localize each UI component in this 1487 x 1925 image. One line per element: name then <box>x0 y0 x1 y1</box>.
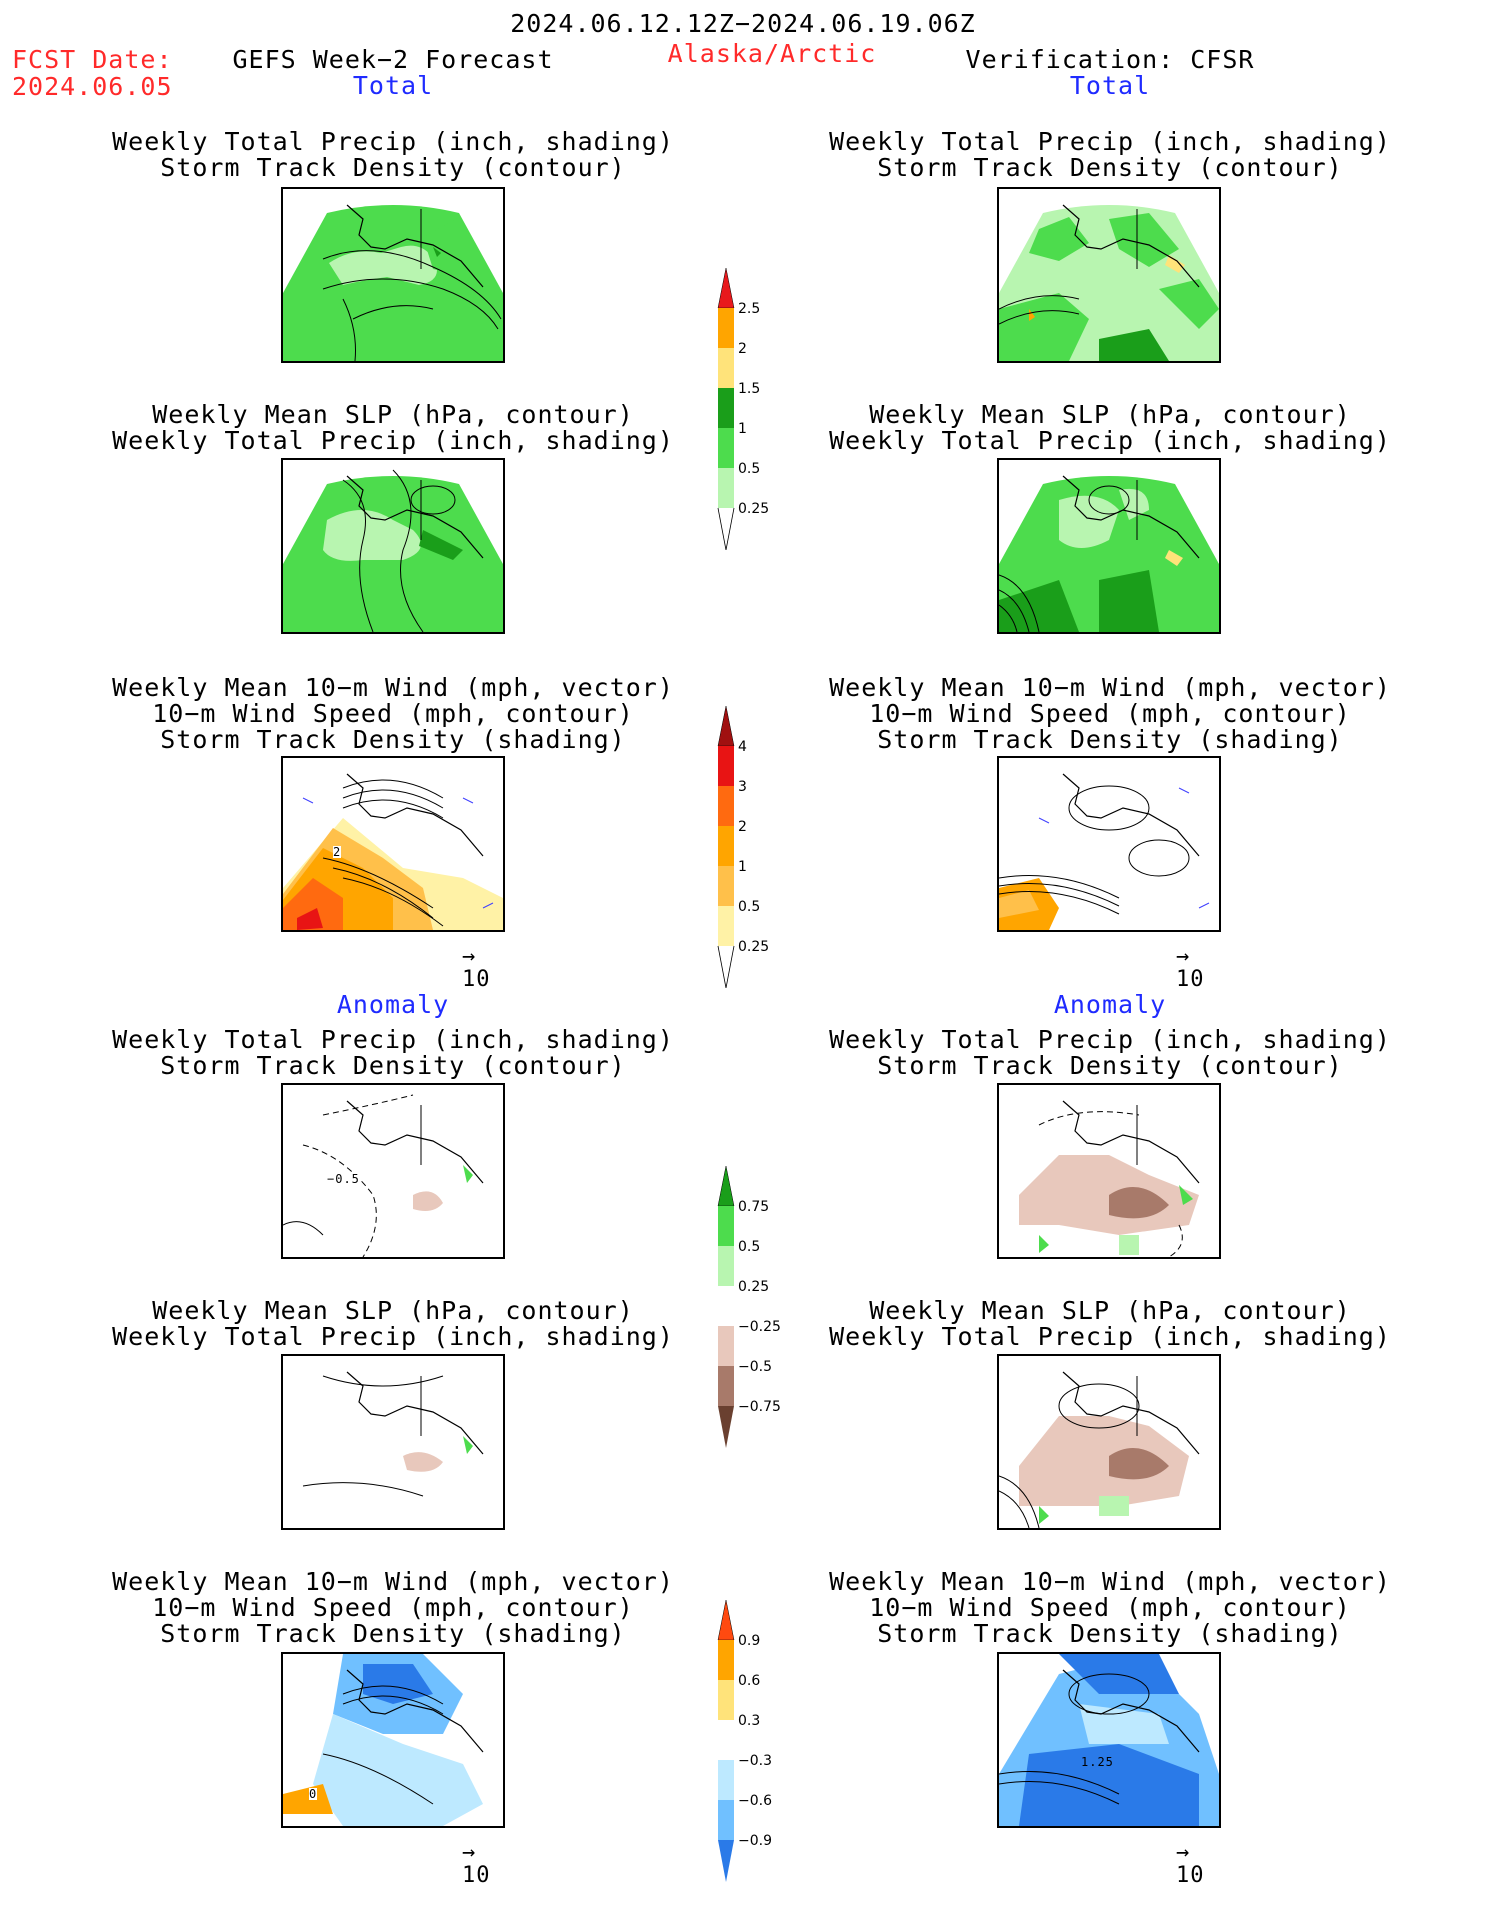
colorbar-precip-total: 2.5 2 1.5 1 0.5 0.25 <box>716 268 786 550</box>
vector-scale-label: 10 <box>462 967 491 992</box>
section-total-right: Total <box>1069 71 1151 100</box>
right-column-title: Verification: CFSR <box>965 45 1255 74</box>
panel-title-line: Weekly Total Precip (inch, shading) <box>112 1322 674 1351</box>
colorbar-label: 3 <box>738 779 747 795</box>
colorbar-label: 0.6 <box>738 1673 761 1689</box>
map-fcst-anom-wind-storm <box>281 1652 505 1828</box>
colorbar-label: −0.6 <box>738 1793 772 1809</box>
date-range-title: 2024.06.12.12Z−2024.06.19.06Z <box>510 9 976 38</box>
colorbar-label: −0.25 <box>738 1319 781 1335</box>
vector-scale-label: 10 <box>462 1863 491 1888</box>
panel-title-line: Weekly Total Precip (inch, shading) <box>829 1025 1391 1054</box>
panel-title-line: Weekly Total Precip (inch, shading) <box>829 1322 1391 1351</box>
colorbar-label: −0.5 <box>738 1359 772 1375</box>
panel-title-line: Weekly Total Precip (inch, shading) <box>829 426 1391 455</box>
colorbar-label: 0.5 <box>738 461 761 477</box>
panel-title-line: Storm Track Density (contour) <box>160 1051 626 1080</box>
map-fcst-total-precip-storm <box>281 187 505 363</box>
colorbar-label: −0.75 <box>738 1399 781 1415</box>
panel-title-line: Storm Track Density (shading) <box>160 1619 626 1648</box>
colorbar-label: 2 <box>738 341 747 357</box>
colorbar-storm-anom: 0.9 0.6 0.3 −0.3 −0.6 −0.9 <box>716 1600 796 1882</box>
colorbar-label: 2.5 <box>738 301 761 317</box>
left-column-title: GEFS Week−2 Forecast <box>232 45 554 74</box>
section-anomaly-right: Anomaly <box>1053 990 1167 1019</box>
map-verif-anom-precip-storm <box>997 1083 1221 1259</box>
section-anomaly-left: Anomaly <box>336 990 450 1019</box>
colorbar-precip-anom: 0.75 0.5 0.25 −0.25 −0.5 −0.75 <box>716 1166 796 1448</box>
panel-title-line: Storm Track Density (shading) <box>877 725 1343 754</box>
vector-arrow-icon: → <box>462 944 476 969</box>
vector-arrow-icon: → <box>1176 944 1190 969</box>
colorbar-label: 0.3 <box>738 1713 761 1729</box>
panel-title-line: Storm Track Density (shading) <box>160 725 626 754</box>
panel-title-line: 10−m Wind Speed (mph, contour) <box>152 699 634 728</box>
panel-title-line: 10−m Wind Speed (mph, contour) <box>869 1593 1351 1622</box>
panel-title-line: Weekly Total Precip (inch, shading) <box>112 426 674 455</box>
colorbar-label: 0.25 <box>738 939 770 955</box>
map-verif-anom-slp-precip <box>997 1354 1221 1530</box>
colorbar-label: 0.25 <box>738 1279 770 1295</box>
contour-label: 0 <box>309 1787 318 1801</box>
colorbar-label: −0.9 <box>738 1833 772 1849</box>
colorbar-label: 0.5 <box>738 899 761 915</box>
section-total-left: Total <box>352 71 434 100</box>
panel-title-line: Weekly Mean 10−m Wind (mph, vector) <box>829 673 1391 702</box>
panel-title-line: Weekly Mean 10−m Wind (mph, vector) <box>829 1567 1391 1596</box>
map-verif-total-wind-storm <box>997 756 1221 932</box>
panel-title-line: Weekly Mean SLP (hPa, contour) <box>869 1296 1351 1325</box>
colorbar-label: 1.5 <box>738 381 761 397</box>
colorbar-label: 0.5 <box>738 1239 761 1255</box>
panel-title-line: Weekly Mean SLP (hPa, contour) <box>869 400 1351 429</box>
panel-title-line: Storm Track Density (shading) <box>877 1619 1343 1648</box>
region-title: Alaska/Arctic <box>667 39 877 68</box>
colorbar-storm-total: 4 3 2 1 0.5 0.25 <box>716 706 786 988</box>
panel-title-line: Weekly Total Precip (inch, shading) <box>112 1025 674 1054</box>
panel-title-line: 10−m Wind Speed (mph, contour) <box>152 1593 634 1622</box>
map-fcst-total-slp-precip <box>281 458 505 634</box>
vector-scale-label: 10 <box>1176 967 1205 992</box>
panel-title-line: Weekly Total Precip (inch, shading) <box>112 127 674 156</box>
panel-title-line: Storm Track Density (contour) <box>877 153 1343 182</box>
map-verif-total-slp-precip <box>997 458 1221 634</box>
panel-title-line: Weekly Mean SLP (hPa, contour) <box>152 1296 634 1325</box>
colorbar-label: 4 <box>738 739 747 755</box>
vector-scale-label: 10 <box>1176 1863 1205 1888</box>
panel-title-line: Weekly Total Precip (inch, shading) <box>829 127 1391 156</box>
map-fcst-total-wind-storm <box>281 756 505 932</box>
vector-arrow-icon: → <box>462 1840 476 1865</box>
colorbar-label: −0.3 <box>738 1753 772 1769</box>
panel-title-line: 10−m Wind Speed (mph, contour) <box>869 699 1351 728</box>
colorbar-label: 0.9 <box>738 1633 761 1649</box>
fcst-date-label: FCST Date: <box>12 45 173 74</box>
colorbar-label: 0.75 <box>738 1199 770 1215</box>
panel-title-line: Weekly Mean SLP (hPa, contour) <box>152 400 634 429</box>
vector-arrow-icon: → <box>1176 1840 1190 1865</box>
panel-title-line: Weekly Mean 10−m Wind (mph, vector) <box>112 673 674 702</box>
map-fcst-anom-slp-precip <box>281 1354 505 1530</box>
fcst-date-value: 2024.06.05 <box>12 72 173 101</box>
map-verif-anom-wind-storm <box>997 1652 1221 1828</box>
map-verif-total-precip-storm <box>997 187 1221 363</box>
colorbar-label: 1 <box>738 859 747 875</box>
colorbar-label: 1 <box>738 421 747 437</box>
contour-label: 2 <box>333 845 342 859</box>
panel-title-line: Storm Track Density (contour) <box>877 1051 1343 1080</box>
contour-label: 1.25 <box>1081 1755 1114 1769</box>
panel-title-line: Storm Track Density (contour) <box>160 153 626 182</box>
map-fcst-anom-precip-storm <box>281 1083 505 1259</box>
colorbar-label: 0.25 <box>738 501 770 517</box>
colorbar-label: 2 <box>738 819 747 835</box>
contour-label: −0.5 <box>327 1172 360 1186</box>
panel-title-line: Weekly Mean 10−m Wind (mph, vector) <box>112 1567 674 1596</box>
